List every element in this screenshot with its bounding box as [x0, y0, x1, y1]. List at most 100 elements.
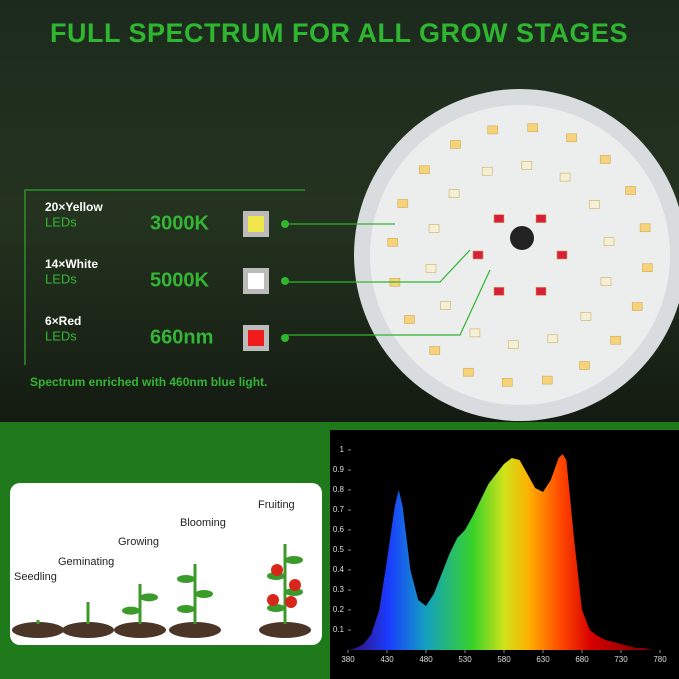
led-value: 3000K: [150, 212, 209, 234]
soil: [259, 622, 311, 638]
led-dot: [493, 287, 505, 296]
leaf: [285, 556, 303, 564]
leaf: [267, 604, 285, 612]
led-dot: [639, 223, 651, 233]
led-dot: [387, 237, 398, 247]
led-unit: LEDs: [45, 214, 77, 229]
led-dot: [603, 237, 615, 246]
led-dot: [541, 375, 553, 385]
led-swatch-inner: [248, 330, 264, 346]
y-tick-label: 0.8: [333, 485, 345, 494]
led-dot: [463, 367, 474, 377]
y-tick-label: 0.5: [333, 545, 345, 554]
led-dot: [535, 214, 547, 223]
led-dot: [547, 334, 559, 344]
led-value: 660nm: [150, 326, 213, 348]
led-dot: [521, 161, 533, 170]
leaf: [285, 588, 303, 596]
x-tick-label: 530: [458, 655, 472, 664]
led-value: 5000K: [150, 269, 209, 291]
led-dot: [535, 287, 547, 296]
stage-label: Geminating: [58, 556, 114, 568]
stage-label: Growing: [118, 536, 159, 548]
spectrum-area: [348, 454, 660, 650]
led-dot: [481, 166, 493, 176]
leaf: [195, 590, 213, 598]
led-dot: [469, 328, 481, 338]
pointer-lines: [286, 223, 491, 336]
x-tick-label: 480: [419, 655, 433, 664]
led-dot: [559, 172, 571, 182]
y-tick-label: 0.9: [333, 465, 345, 474]
y-tick-label: 0.6: [333, 525, 345, 534]
soil: [114, 622, 166, 638]
x-tick-label: 580: [497, 655, 511, 664]
x-tick-label: 680: [575, 655, 589, 664]
led-dot: [397, 199, 409, 208]
y-tick-label: 0.1: [333, 625, 345, 634]
x-tick-label: 630: [536, 655, 550, 664]
led-dot: [566, 133, 577, 143]
led-dot: [527, 123, 539, 132]
led-dot: [610, 335, 621, 345]
led-dot: [642, 263, 653, 273]
soil: [12, 622, 64, 638]
led-dot: [625, 186, 636, 195]
led-dot: [429, 346, 441, 355]
tomato: [289, 579, 301, 591]
soil: [62, 622, 114, 638]
x-tick-label: 730: [614, 655, 628, 664]
led-dot: [425, 264, 437, 273]
led-dot: [419, 165, 430, 175]
led-dot: [428, 224, 440, 233]
led-dot: [448, 189, 460, 198]
pointer-dot: [281, 334, 289, 342]
tomato: [267, 594, 279, 606]
led-dot: [599, 155, 611, 164]
title: FULL SPECTRUM FOR ALL GROW STAGES: [50, 18, 628, 48]
led-unit: LEDs: [45, 328, 77, 343]
led-unit: LEDs: [45, 271, 77, 286]
tomato: [271, 564, 283, 576]
led-dot: [404, 315, 415, 324]
pointer-dot: [281, 220, 289, 228]
led-dot: [472, 250, 484, 260]
led-count: 14×White: [45, 257, 98, 271]
led-dot: [580, 312, 592, 321]
x-tick-label: 780: [653, 655, 667, 664]
stage-label: Blooming: [180, 517, 226, 529]
y-tick-label: 0.7: [333, 505, 345, 514]
led-dot: [450, 140, 461, 149]
y-tick-label: 1: [340, 445, 345, 454]
led-dot: [493, 214, 505, 223]
led-dot: [631, 302, 643, 311]
led-dot: [487, 125, 499, 135]
led-dot: [600, 277, 612, 286]
led-dot: [507, 340, 519, 349]
leaf: [177, 575, 195, 583]
soil: [169, 622, 221, 638]
led-dot: [556, 250, 568, 260]
led-count: 20×Yellow: [45, 200, 103, 214]
led-dot: [501, 378, 513, 387]
led-dot: [589, 200, 600, 209]
y-tick-label: 0.4: [333, 565, 345, 574]
led-count: 6×Red: [45, 314, 81, 328]
legend-frame: [24, 189, 305, 365]
leaf: [177, 605, 195, 613]
pointer-dot: [281, 277, 289, 285]
led-board: [354, 89, 679, 421]
note: Spectrum enriched with 460nm blue light.: [30, 375, 267, 389]
leaf: [122, 606, 140, 615]
led-dot: [579, 361, 590, 370]
x-tick-label: 430: [380, 655, 394, 664]
stage-label: Seedling: [14, 571, 57, 583]
leaf: [140, 593, 158, 602]
led-dot: [440, 301, 451, 310]
y-tick-label: 0.3: [333, 585, 345, 594]
y-tick-label: 0.2: [333, 605, 345, 614]
led-swatch-inner: [248, 273, 264, 289]
tomato: [285, 596, 297, 608]
x-tick-label: 380: [341, 655, 355, 664]
